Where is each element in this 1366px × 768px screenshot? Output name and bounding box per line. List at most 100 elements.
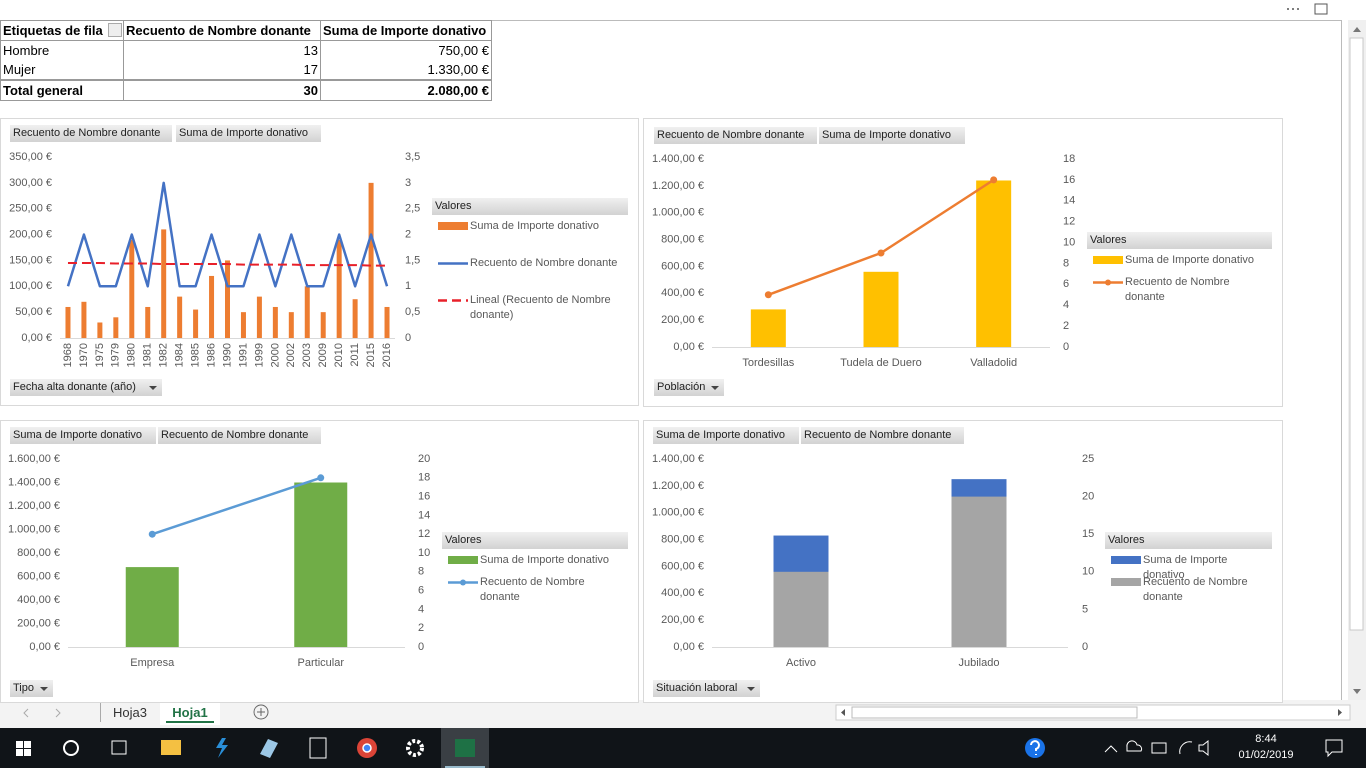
bar [773, 571, 829, 647]
header-cell: Suma de Importe donativo [320, 20, 492, 41]
filter-dropdown[interactable]: Tipo [10, 680, 53, 697]
x-tick-label: Tordesillas [742, 357, 794, 369]
bar [81, 301, 87, 338]
y-tick-label: 1.000,00 € [652, 507, 704, 519]
sheet-tab[interactable]: Hoja3 [113, 705, 147, 720]
more-dots[interactable] [1292, 8, 1294, 10]
line-marker [317, 474, 325, 482]
x-tick-label: 2003 [301, 343, 313, 367]
legend-title: Valores [432, 198, 628, 215]
y2-tick-label: 3 [405, 177, 411, 189]
h-scroll-thumb[interactable] [851, 706, 1138, 719]
y-tick-label: 1.400,00 € [652, 153, 704, 165]
y-tick-label: 350,00 € [9, 151, 52, 163]
filter-dropdown[interactable]: Situación laboral [653, 680, 760, 697]
bar [225, 260, 230, 338]
x-tick-label: 2015 [365, 343, 377, 367]
tab-nav[interactable] [23, 708, 61, 718]
y2-tick-label: 14 [1063, 195, 1075, 207]
legend-item: Suma de Importe donativo [1109, 553, 1272, 583]
field-button[interactable]: Recuento de Nombre donante [654, 127, 817, 144]
bar [368, 182, 374, 338]
y2-tick-label: 10 [1082, 566, 1094, 578]
field-button[interactable]: Recuento de Nombre donante [158, 427, 321, 444]
explorer-icon[interactable] [161, 740, 181, 755]
legend-title: Valores [1087, 232, 1272, 249]
settings-icon[interactable] [406, 739, 424, 757]
y2-tick-label: 6 [418, 585, 424, 597]
y-tick-label: 400,00 € [661, 287, 704, 299]
v-scroll-thumb[interactable] [1349, 37, 1364, 631]
legend-item: Recuento de Nombre donante [446, 575, 628, 605]
y2-tick-label: 25 [1082, 453, 1094, 465]
y2-tick-label: 0 [1082, 641, 1088, 653]
field-button[interactable]: Suma de Importe donativo [819, 127, 965, 144]
scroll-down[interactable] [1353, 689, 1361, 694]
scroll-up[interactable] [1353, 27, 1361, 32]
line [151, 476, 322, 536]
y-tick-label: 150,00 € [9, 254, 52, 266]
line-marker [148, 530, 156, 538]
more-dots[interactable] [1297, 8, 1299, 10]
legend-swatch-rect [1093, 256, 1123, 264]
clock[interactable]: 8:44 01/02/2019 [1236, 731, 1296, 763]
y-tick-label: 0,00 € [21, 332, 52, 344]
chart-area [643, 118, 1283, 407]
y-tick-label: 800,00 € [17, 547, 60, 559]
line-marker [877, 249, 885, 257]
notifications[interactable] [1325, 739, 1343, 758]
task-view[interactable] [111, 740, 127, 755]
x-tick-label: 1982 [158, 343, 170, 367]
add-sheet-plus[interactable] [257, 708, 265, 716]
legend-swatch-rect [448, 556, 478, 564]
excel-icon[interactable] [455, 739, 475, 757]
legend-label: Suma de Importe donativo [480, 554, 610, 566]
search-button[interactable] [63, 740, 79, 756]
filter-dropdown[interactable]: Fecha alta donante (año) [10, 379, 162, 396]
x-tick-label: 2000 [269, 343, 281, 367]
legend-swatch [1111, 556, 1141, 564]
calculator-icon[interactable] [309, 737, 327, 759]
tray-icons[interactable] [1104, 740, 1143, 753]
y2-tick-label: 8 [418, 566, 424, 578]
y-tick-label: 200,00 € [661, 314, 704, 326]
y-tick-label: 1.400,00 € [8, 476, 60, 488]
legend-label: Recuento de Nombre donante [1125, 276, 1230, 303]
date: 01/02/2019 [1238, 749, 1294, 761]
header-cell[interactable]: Etiquetas de fila [0, 20, 124, 41]
field-button[interactable]: Suma de Importe donativo [176, 125, 321, 142]
field-button[interactable]: Recuento de Nombre donante [801, 427, 964, 444]
y2-tick-label: 20 [418, 453, 430, 465]
restore-icon[interactable] [1314, 3, 1328, 15]
y2-tick-label: 2 [1063, 320, 1069, 332]
app-icon[interactable] [260, 739, 278, 758]
help-icon[interactable] [1025, 738, 1045, 758]
field-button[interactable]: Suma de Importe donativo [653, 427, 799, 444]
legend-swatch [448, 579, 478, 586]
y2-tick-label: 1,5 [405, 254, 420, 266]
tray-icons[interactable] [1151, 739, 1209, 757]
start-button[interactable] [16, 741, 31, 756]
y-tick-label: 600,00 € [661, 260, 704, 272]
add-sheet[interactable] [253, 704, 269, 720]
row-label: Total general [0, 79, 124, 101]
x-tick-label: Valladolid [970, 357, 1017, 369]
field-button[interactable]: Recuento de Nombre donante [10, 125, 172, 142]
more-dots[interactable] [1287, 8, 1289, 10]
bar [976, 180, 1012, 347]
app-icon[interactable] [216, 738, 228, 758]
field-button[interactable]: Suma de Importe donativo [10, 427, 156, 444]
chrome-icon-center [362, 743, 372, 753]
legend-title: Valores [442, 532, 628, 549]
line-marker [990, 176, 998, 184]
y2-tick-label: 18 [418, 472, 430, 484]
filter-dropdown[interactable]: Población [654, 379, 724, 396]
y2-tick-label: 12 [418, 528, 430, 540]
sheet-tab-active[interactable]: Hoja1 [172, 705, 208, 720]
filter-button[interactable] [108, 23, 122, 37]
y-tick-label: 0,00 € [673, 341, 704, 353]
y-tick-label: 200,00 € [9, 228, 52, 240]
cell: 13 [123, 40, 321, 60]
y2-tick-label: 2,5 [405, 203, 420, 215]
